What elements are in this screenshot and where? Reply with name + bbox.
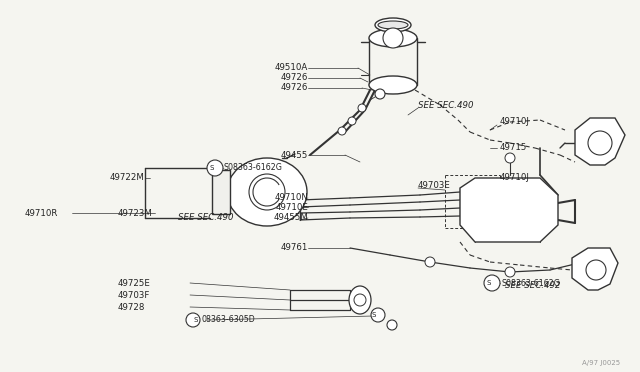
Ellipse shape: [369, 76, 417, 94]
Circle shape: [186, 313, 200, 327]
Text: 49723M: 49723M: [118, 208, 153, 218]
Circle shape: [484, 275, 500, 291]
Text: 49455M: 49455M: [273, 214, 308, 222]
Text: 49703E: 49703E: [418, 180, 451, 189]
Text: 49455: 49455: [280, 151, 308, 160]
Text: 49710J: 49710J: [500, 173, 530, 183]
Circle shape: [505, 267, 515, 277]
Circle shape: [387, 320, 397, 330]
Text: 49510A: 49510A: [275, 64, 308, 73]
Text: 49726: 49726: [280, 74, 308, 83]
Circle shape: [354, 294, 366, 306]
Ellipse shape: [227, 158, 307, 226]
Text: 49703F: 49703F: [118, 291, 150, 299]
Text: 49710R: 49710R: [25, 208, 58, 218]
Text: S: S: [194, 317, 198, 323]
Ellipse shape: [375, 18, 411, 32]
Ellipse shape: [369, 29, 417, 47]
Text: S: S: [487, 280, 491, 286]
Circle shape: [505, 153, 515, 163]
Circle shape: [588, 131, 612, 155]
Text: 49710E: 49710E: [275, 202, 308, 212]
Text: A/97 J0025: A/97 J0025: [582, 360, 620, 366]
Text: S08363-6162G: S08363-6162G: [224, 164, 283, 173]
Circle shape: [338, 127, 346, 135]
Text: S: S: [210, 165, 214, 171]
Circle shape: [375, 89, 385, 99]
Text: 49715: 49715: [500, 144, 527, 153]
Circle shape: [586, 260, 606, 280]
Text: S08363-6162G: S08363-6162G: [501, 279, 560, 288]
Circle shape: [383, 28, 403, 48]
Text: SEE SEC.490: SEE SEC.490: [418, 100, 474, 109]
Text: 49761: 49761: [280, 244, 308, 253]
Text: 08363-6305D: 08363-6305D: [201, 315, 255, 324]
Circle shape: [425, 257, 435, 267]
Text: 49710J: 49710J: [500, 118, 530, 126]
Text: 49710N: 49710N: [274, 193, 308, 202]
Polygon shape: [572, 248, 618, 290]
Circle shape: [358, 104, 366, 112]
Text: 49722M: 49722M: [110, 173, 145, 183]
Text: SEE SEC.490: SEE SEC.490: [178, 214, 234, 222]
Polygon shape: [460, 178, 558, 242]
Circle shape: [348, 117, 356, 125]
Circle shape: [207, 160, 223, 176]
Text: 49726: 49726: [280, 83, 308, 93]
Ellipse shape: [349, 286, 371, 314]
Text: 49728: 49728: [118, 302, 145, 311]
Bar: [212, 170, 230, 214]
Text: S: S: [372, 312, 376, 318]
Ellipse shape: [378, 21, 408, 29]
Text: 49725E: 49725E: [118, 279, 151, 288]
Text: SEE SEC.492: SEE SEC.492: [505, 280, 561, 289]
Polygon shape: [575, 118, 625, 165]
Circle shape: [249, 174, 285, 210]
Circle shape: [371, 308, 385, 322]
